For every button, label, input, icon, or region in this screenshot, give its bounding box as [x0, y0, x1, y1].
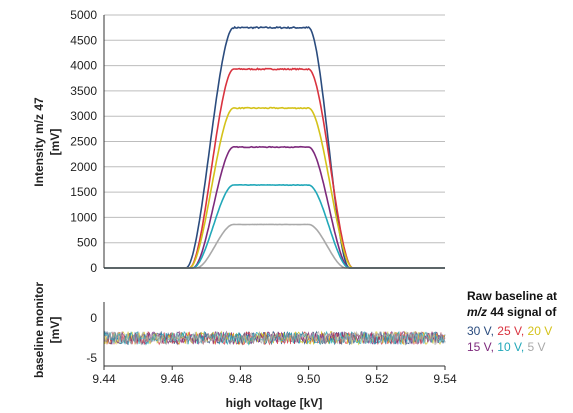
top-y-tick-labels: 0 500 1000 1500 2000 2500 3000 3500 4000 4500 5000 — [70, 8, 97, 275]
y-tick-label: 5000 — [70, 8, 97, 22]
y-tick-label: 4000 — [70, 59, 97, 73]
series-line-25V — [104, 67, 445, 269]
y-tick-label: 500 — [77, 236, 97, 250]
legend-title-line2-rest: 44 signal of — [487, 305, 557, 319]
legend-mz-label: m/z — [467, 305, 488, 319]
y-tick-label: 2500 — [70, 135, 97, 149]
y-tick-label: 1500 — [70, 185, 97, 199]
legend-title-line1: Raw baseline at — [467, 289, 558, 303]
legend-row-2: 15 V, 10 V, 5 V — [467, 339, 546, 355]
legend-entry-5V: 5 V — [527, 340, 546, 354]
top-y-axis-title: Intensity m/z 47 — [32, 97, 46, 187]
baseline-noise-traces — [103, 330, 446, 346]
y-tick-label: 0 — [90, 261, 97, 275]
legend-entry-30V: 30 V, — [467, 324, 498, 338]
bottom-x-tick-labels: 9.44 9.46 9.48 9.50 9.52 9.54 — [92, 366, 457, 386]
x-tick-label: 9.46 — [161, 372, 185, 386]
series-line-20V — [104, 106, 445, 269]
series-line-10V — [104, 183, 445, 269]
series-line-5V — [104, 223, 445, 269]
top-series-lines — [104, 25, 445, 269]
bottom-y-tick-label: -5 — [86, 351, 97, 365]
bottom-y-tick-labels: 0 -5 — [86, 311, 97, 365]
series-line-15V — [104, 145, 445, 269]
x-tick-label: 9.54 — [433, 372, 457, 386]
legend-entry-15V: 15 V, — [467, 340, 498, 354]
top-y-axis-unit: [mV] — [48, 129, 62, 156]
bottom-y-tick-label: 0 — [90, 311, 97, 325]
x-axis-title: high voltage [kV] — [226, 396, 323, 410]
x-tick-label: 9.44 — [92, 372, 116, 386]
x-tick-label: 9.50 — [297, 372, 321, 386]
bottom-y-axis-unit: [mV] — [48, 317, 62, 344]
baseline-trace-10V — [103, 330, 446, 346]
legend-entry-10V: 10 V, — [497, 340, 528, 354]
x-tick-label: 9.48 — [229, 372, 253, 386]
legend-entry-20V: 20 V — [527, 324, 553, 338]
y-tick-label: 3000 — [70, 109, 97, 123]
bottom-y-axis-title: baseline monitor — [32, 282, 46, 378]
legend-title: Raw baseline at m/z 44 signal of — [467, 288, 573, 320]
y-tick-label: 4500 — [70, 33, 97, 47]
baseline-trace-5V — [103, 330, 446, 346]
top-gridlines — [104, 14, 445, 244]
y-tick-label: 3500 — [70, 84, 97, 98]
y-tick-label: 1000 — [70, 210, 97, 224]
legend-title-line2: m/z 44 signal of — [467, 304, 573, 320]
legend-row-1: 30 V, 25 V, 20 V — [467, 323, 552, 339]
legend-entry-25V: 25 V, — [497, 324, 528, 338]
x-tick-label: 9.52 — [365, 372, 389, 386]
y-tick-label: 2000 — [70, 160, 97, 174]
